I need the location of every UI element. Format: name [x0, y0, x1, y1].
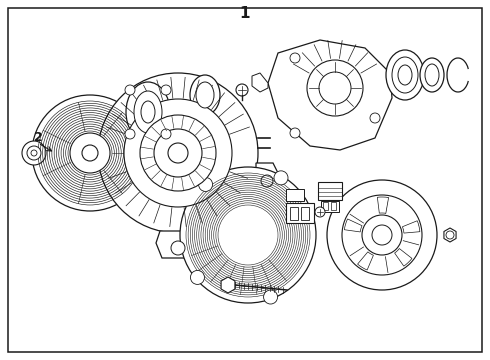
- Ellipse shape: [398, 65, 412, 85]
- Circle shape: [342, 195, 422, 275]
- Circle shape: [125, 85, 135, 95]
- Ellipse shape: [190, 75, 220, 115]
- Circle shape: [32, 95, 148, 211]
- Circle shape: [274, 171, 288, 185]
- Bar: [290, 207, 298, 220]
- Circle shape: [290, 53, 300, 63]
- Circle shape: [98, 73, 258, 233]
- Circle shape: [161, 129, 171, 139]
- Circle shape: [362, 215, 402, 255]
- Polygon shape: [444, 228, 456, 242]
- Circle shape: [319, 72, 351, 104]
- Circle shape: [70, 133, 110, 173]
- Circle shape: [140, 115, 216, 191]
- Circle shape: [154, 129, 202, 177]
- Wedge shape: [394, 248, 412, 266]
- Circle shape: [307, 60, 363, 116]
- Polygon shape: [252, 73, 268, 92]
- Ellipse shape: [141, 101, 155, 123]
- Circle shape: [446, 231, 454, 239]
- Ellipse shape: [392, 57, 418, 93]
- Ellipse shape: [386, 50, 424, 100]
- Bar: [301, 207, 309, 220]
- Wedge shape: [377, 197, 389, 213]
- Circle shape: [124, 99, 232, 207]
- Bar: [321, 201, 339, 212]
- Bar: [286, 189, 304, 201]
- Bar: [323, 202, 328, 210]
- Circle shape: [161, 85, 171, 95]
- Circle shape: [261, 175, 273, 187]
- Bar: [318, 182, 342, 200]
- Ellipse shape: [425, 64, 439, 86]
- Circle shape: [372, 225, 392, 245]
- Wedge shape: [358, 252, 373, 270]
- Circle shape: [290, 128, 300, 138]
- Text: 1: 1: [240, 6, 250, 21]
- Circle shape: [82, 145, 98, 161]
- Circle shape: [125, 129, 135, 139]
- Circle shape: [191, 270, 204, 284]
- Bar: [286, 203, 314, 223]
- Ellipse shape: [420, 58, 444, 92]
- Polygon shape: [156, 231, 200, 258]
- Circle shape: [27, 146, 41, 160]
- Circle shape: [370, 113, 380, 123]
- Polygon shape: [256, 163, 278, 198]
- Circle shape: [236, 84, 248, 96]
- Ellipse shape: [134, 91, 162, 133]
- Wedge shape: [402, 221, 420, 233]
- Ellipse shape: [126, 82, 170, 142]
- Circle shape: [315, 207, 325, 217]
- Circle shape: [171, 241, 185, 255]
- Text: 2: 2: [34, 131, 42, 144]
- Bar: [331, 202, 336, 210]
- Circle shape: [327, 180, 437, 290]
- Circle shape: [180, 167, 316, 303]
- Circle shape: [168, 143, 188, 163]
- Ellipse shape: [196, 82, 214, 108]
- Polygon shape: [268, 40, 392, 150]
- Circle shape: [264, 290, 277, 304]
- Circle shape: [198, 177, 213, 192]
- Wedge shape: [344, 219, 362, 232]
- Polygon shape: [221, 277, 235, 293]
- Circle shape: [31, 150, 37, 156]
- Circle shape: [22, 141, 46, 165]
